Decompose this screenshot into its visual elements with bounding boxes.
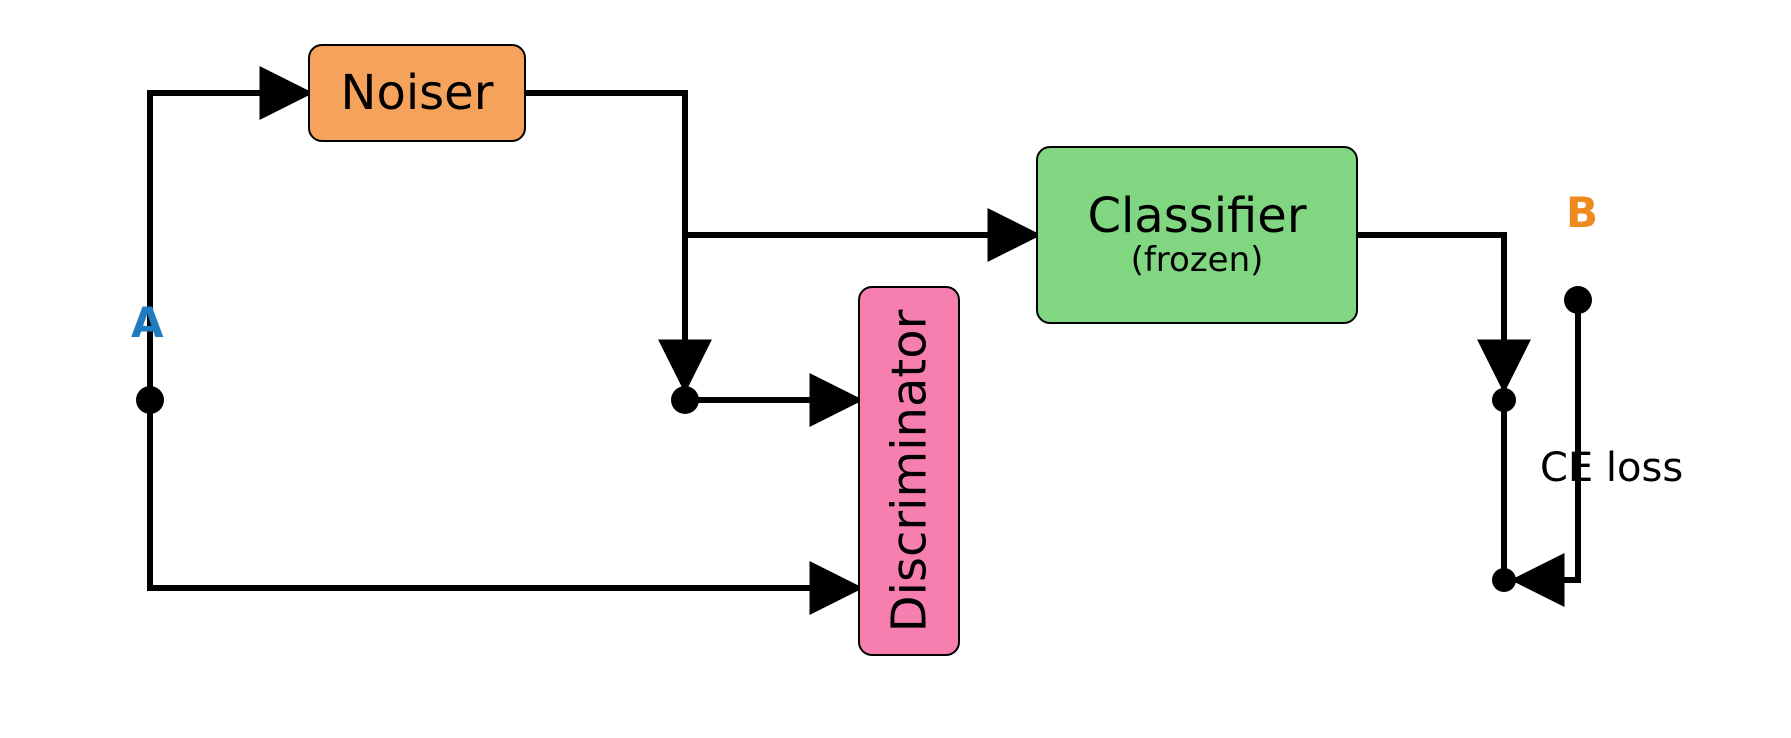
edge-B_to_loss	[1516, 300, 1578, 580]
noiser-node: Noiser	[308, 44, 526, 142]
dot-lossEnd	[1492, 568, 1516, 592]
dot-clsOut	[1492, 388, 1516, 412]
classifier-label-main: Classifier	[1087, 191, 1306, 241]
label-b: B	[1566, 188, 1598, 237]
classifier-node: Classifier (frozen)	[1036, 146, 1358, 324]
edge-cls_to_clsOut	[1358, 235, 1504, 388]
edge-A_to_noiser	[150, 93, 308, 400]
dot-inputB	[1564, 286, 1592, 314]
edge-noiser_to_noised	[526, 93, 685, 388]
noiser-label: Noiser	[341, 68, 494, 118]
dot-noised	[671, 386, 699, 414]
edge-A_to_disc	[150, 400, 858, 588]
dot-inputA	[136, 386, 164, 414]
discriminator-label: Discriminator	[881, 310, 937, 633]
ce-loss-label: CE loss	[1540, 445, 1683, 491]
discriminator-node: Discriminator	[858, 286, 960, 656]
classifier-label-sub: (frozen)	[1131, 243, 1264, 279]
label-a: A	[131, 298, 164, 347]
